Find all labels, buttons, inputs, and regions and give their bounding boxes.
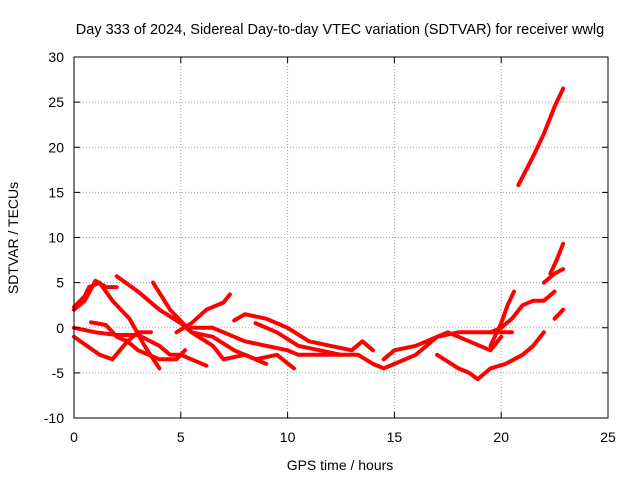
x-tick-label: 10 [280,429,296,445]
y-axis-label: SDTVAR / TECUs [5,182,21,294]
y-tick-label: -10 [44,410,64,426]
y-tick-label: 20 [48,139,64,155]
y-tick-label: 10 [48,230,64,246]
series-line-trace-3 [72,330,153,362]
series-line-trace-6 [114,274,296,371]
series-line-trace-10 [232,312,375,353]
series-line-trace-9 [189,325,397,371]
series-line-trace-19 [548,241,566,276]
y-tick-label: -5 [52,365,65,381]
y-tick-label: 25 [48,94,64,110]
series-line-trace-16 [488,289,516,348]
series-line-trace-17 [516,86,566,188]
chart-title: Day 333 of 2024, Sidereal Day-to-day VTE… [76,22,604,38]
series-line-trace-2 [72,280,162,371]
series-line-trace-14 [435,330,546,382]
x-axis-label: GPS time / hours [287,457,394,473]
x-tick-label: 5 [177,429,185,445]
series-line-trace-5 [89,320,188,362]
y-tick-label: 0 [56,320,64,336]
series-line-trace-1 [72,278,119,312]
y-tick-label: 15 [48,184,64,200]
series-line-trace-20 [552,307,566,321]
y-tick-label: 30 [48,49,64,65]
series-line-trace-18 [541,267,566,285]
x-tick-label: 25 [600,429,616,445]
axis-ticks: 0 5 10 15 20 25 -10 -5 0 5 10 15 20 25 30 [44,49,616,445]
series-line-trace-8 [174,292,232,335]
data-series [72,86,566,382]
series-line-trace-7 [151,280,269,366]
x-tick-label: 20 [493,429,509,445]
y-tick-label: 5 [56,275,64,291]
x-tick-label: 15 [387,429,403,445]
x-tick-label: 0 [70,429,78,445]
grid-lines [74,57,608,418]
series-line-trace-11 [253,321,343,357]
series-line-trace-13 [392,330,504,366]
